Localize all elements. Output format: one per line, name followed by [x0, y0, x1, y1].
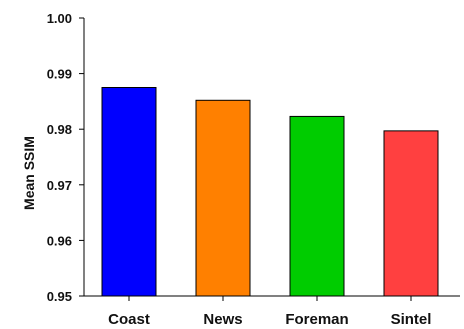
- bars: [101, 87, 439, 297]
- category-label: Foreman: [285, 311, 348, 328]
- bar-sintel: [383, 130, 439, 297]
- y-axis-title: Mean SSIM: [21, 136, 37, 210]
- bar-coast: [101, 87, 157, 297]
- y-tick-label: 0.96: [47, 233, 72, 248]
- y-tick-label: 1.00: [47, 11, 72, 26]
- category-labels: Coast News Foreman Sintel: [108, 311, 431, 328]
- bar-foreman: [289, 115, 345, 297]
- y-tick-label: 0.97: [47, 178, 72, 193]
- x-axis: [84, 295, 460, 301]
- y-axis: 0.95 0.96 0.97 0.98 0.99 1.00: [47, 11, 85, 304]
- y-tick-label: 0.98: [47, 122, 72, 137]
- y-tick-label: 0.95: [47, 289, 72, 304]
- category-label: News: [203, 311, 242, 328]
- category-label: Sintel: [391, 311, 432, 328]
- y-tick-label: 0.99: [47, 67, 72, 82]
- category-label: Coast: [108, 311, 150, 328]
- bar-news: [195, 99, 251, 297]
